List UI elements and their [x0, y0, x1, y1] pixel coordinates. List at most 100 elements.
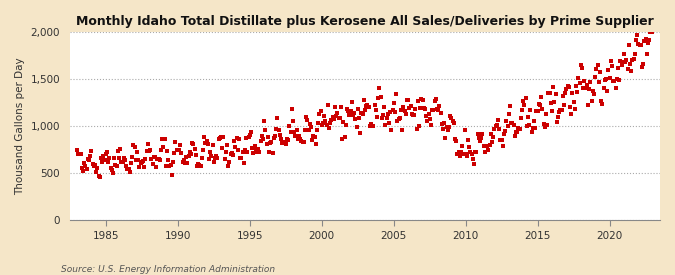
Point	[490, 124, 501, 128]
Point	[464, 144, 475, 149]
Point	[535, 103, 545, 108]
Point	[558, 94, 568, 98]
Point	[362, 103, 373, 107]
Point	[618, 52, 629, 56]
Point	[240, 148, 250, 152]
Point	[479, 144, 489, 148]
Point	[595, 70, 605, 75]
Point	[346, 100, 357, 104]
Point	[286, 106, 297, 111]
Point	[79, 161, 90, 165]
Point	[511, 130, 522, 134]
Point	[597, 102, 608, 107]
Point	[167, 159, 178, 164]
Point	[629, 51, 640, 56]
Point	[232, 136, 242, 140]
Point	[107, 168, 117, 172]
Point	[237, 150, 248, 154]
Point	[82, 157, 93, 161]
Point	[294, 134, 304, 139]
Point	[364, 124, 375, 129]
Point	[99, 158, 110, 163]
Point	[604, 76, 615, 81]
Point	[635, 43, 646, 47]
Point	[375, 94, 386, 99]
Point	[587, 89, 598, 93]
Point	[448, 121, 459, 125]
Point	[377, 113, 388, 118]
Point	[248, 151, 259, 155]
Y-axis label: Thousand Gallons per Day: Thousand Gallons per Day	[15, 57, 25, 195]
Point	[103, 160, 113, 164]
Point	[367, 123, 377, 128]
Point	[529, 119, 539, 123]
Point	[206, 154, 217, 158]
Point	[87, 162, 98, 166]
Point	[175, 143, 186, 147]
Point	[104, 156, 115, 161]
Point	[252, 150, 263, 154]
Point	[435, 111, 446, 115]
Point	[396, 108, 406, 112]
Point	[459, 127, 470, 132]
Point	[178, 160, 188, 165]
Point	[499, 132, 510, 136]
Point	[117, 160, 128, 164]
Point	[224, 160, 235, 164]
Point	[264, 150, 275, 154]
Point	[133, 158, 144, 163]
Point	[562, 84, 573, 88]
Point	[130, 145, 140, 149]
Point	[609, 79, 620, 83]
Point	[241, 136, 252, 141]
Point	[366, 122, 377, 126]
Point	[380, 123, 391, 127]
Point	[297, 140, 308, 144]
Point	[417, 98, 428, 103]
Point	[113, 148, 124, 153]
Point	[574, 81, 585, 86]
Point	[485, 132, 496, 136]
Point	[181, 155, 192, 159]
Point	[412, 98, 423, 103]
Point	[340, 123, 351, 127]
Point	[550, 92, 561, 97]
Point	[452, 151, 462, 156]
Point	[501, 119, 512, 123]
Point	[568, 100, 579, 104]
Point	[607, 64, 618, 68]
Point	[277, 140, 288, 145]
Point	[235, 156, 246, 160]
Point	[592, 63, 603, 67]
Point	[165, 163, 176, 167]
Point	[632, 32, 643, 37]
Point	[148, 155, 159, 159]
Point	[524, 123, 535, 127]
Point	[161, 164, 171, 169]
Point	[199, 134, 210, 139]
Point	[561, 86, 572, 91]
Point	[215, 136, 225, 141]
Point	[193, 162, 204, 166]
Point	[646, 30, 657, 34]
Point	[102, 150, 113, 154]
Point	[572, 90, 583, 95]
Point	[544, 91, 555, 96]
Point	[298, 139, 309, 144]
Point	[272, 116, 283, 120]
Point	[496, 138, 507, 142]
Point	[446, 116, 457, 120]
Point	[614, 78, 624, 82]
Point	[462, 154, 472, 158]
Point	[186, 152, 196, 156]
Point	[122, 167, 133, 171]
Point	[119, 158, 130, 162]
Point	[238, 161, 249, 165]
Point	[547, 109, 558, 114]
Point	[445, 113, 456, 118]
Point	[172, 148, 183, 153]
Point	[559, 102, 570, 107]
Point	[414, 124, 425, 128]
Point	[545, 101, 556, 105]
Point	[157, 137, 167, 142]
